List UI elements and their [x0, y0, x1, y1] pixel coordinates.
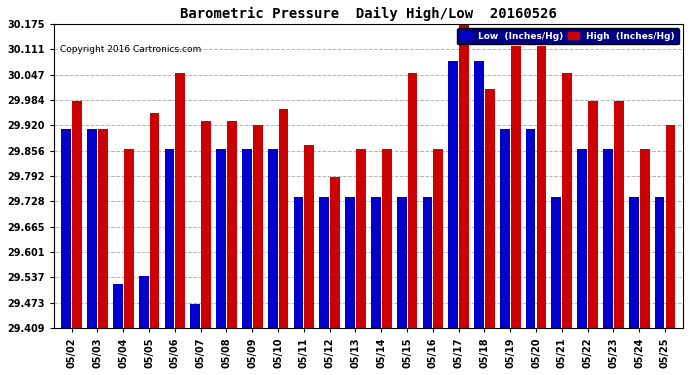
Bar: [98, 129, 108, 328]
Bar: [603, 149, 613, 328]
Bar: [319, 197, 329, 328]
Bar: [511, 45, 520, 328]
Bar: [474, 62, 484, 328]
Bar: [139, 276, 148, 328]
Bar: [655, 197, 664, 328]
Bar: [190, 304, 200, 328]
Title: Barometric Pressure  Daily High/Low  20160526: Barometric Pressure Daily High/Low 20160…: [180, 7, 557, 21]
Bar: [345, 197, 355, 328]
Bar: [216, 149, 226, 328]
Bar: [72, 101, 82, 328]
Bar: [227, 121, 237, 328]
Bar: [500, 129, 510, 328]
Bar: [113, 284, 123, 328]
Bar: [330, 177, 340, 328]
Bar: [629, 197, 639, 328]
Bar: [666, 125, 676, 328]
Bar: [433, 149, 443, 328]
Bar: [526, 129, 535, 328]
Bar: [124, 149, 134, 328]
Bar: [279, 109, 288, 328]
Bar: [268, 149, 277, 328]
Bar: [175, 74, 185, 328]
Bar: [150, 113, 159, 328]
Bar: [61, 129, 71, 328]
Bar: [164, 149, 175, 328]
Legend: Low  (Inches/Hg), High  (Inches/Hg): Low (Inches/Hg), High (Inches/Hg): [457, 28, 678, 44]
Bar: [459, 22, 469, 328]
Bar: [562, 74, 572, 328]
Bar: [614, 101, 624, 328]
Bar: [485, 89, 495, 328]
Bar: [551, 197, 561, 328]
Bar: [371, 197, 381, 328]
Text: Copyright 2016 Cartronics.com: Copyright 2016 Cartronics.com: [60, 45, 201, 54]
Bar: [87, 129, 97, 328]
Bar: [382, 149, 391, 328]
Bar: [640, 149, 649, 328]
Bar: [293, 197, 304, 328]
Bar: [242, 149, 252, 328]
Bar: [253, 125, 263, 328]
Bar: [588, 101, 598, 328]
Bar: [356, 149, 366, 328]
Bar: [304, 145, 314, 328]
Bar: [397, 197, 406, 328]
Bar: [578, 149, 587, 328]
Bar: [537, 45, 546, 328]
Bar: [201, 121, 211, 328]
Bar: [422, 197, 433, 328]
Bar: [408, 74, 417, 328]
Bar: [448, 62, 458, 328]
